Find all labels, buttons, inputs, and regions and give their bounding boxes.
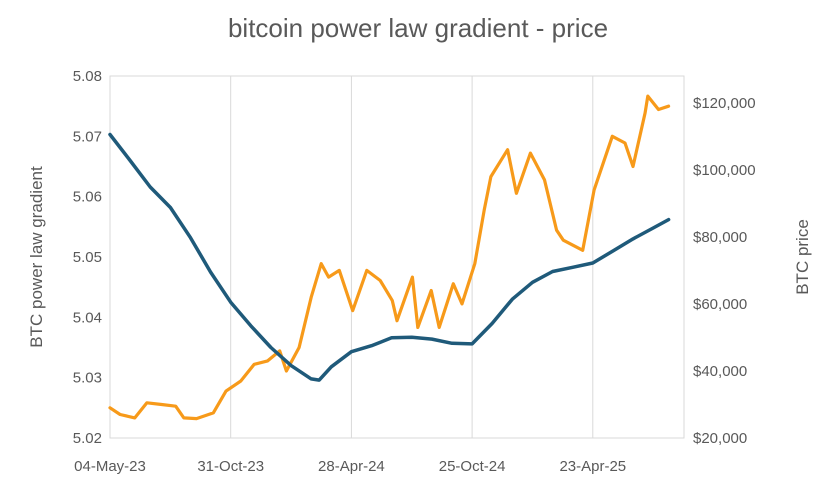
x-tick-label: 23-Apr-25	[559, 458, 626, 475]
y-left-tick-label: 5.08	[73, 68, 102, 85]
right-axis-title: BTC price	[793, 219, 812, 295]
gridlines	[230, 76, 594, 438]
y-left-tick-label: 5.07	[73, 128, 102, 145]
y-right-tick-label: $100,000	[693, 162, 756, 179]
plot-frame	[109, 75, 685, 439]
y-right-tick-label: $40,000	[693, 363, 747, 380]
y-left-tick-label: 5.02	[73, 430, 102, 447]
series-line-gradient	[108, 132, 671, 382]
chart-title: bitcoin power law gradient - price	[228, 13, 608, 43]
y-left-tick-label: 5.04	[73, 309, 102, 326]
left-axis-ticks: 5.02 5.03 5.04 5.05 5.06 5.07 5.08	[73, 68, 102, 447]
x-tick-label: 04-May-23	[74, 458, 146, 475]
y-left-tick-label: 5.05	[73, 249, 102, 266]
series-line-price	[108, 94, 671, 421]
x-axis-ticks: 04-May-23 31-Oct-23 28-Apr-24 25-Oct-24 23-A…	[74, 458, 626, 475]
y-right-tick-label: $80,000	[693, 229, 747, 246]
y-right-tick-label: $60,000	[693, 296, 747, 313]
y-left-tick-label: 5.06	[73, 189, 102, 206]
series	[108, 94, 671, 421]
right-axis-ticks: $20,000 $40,000 $60,000 $80,000 $100,000 $120…	[693, 95, 756, 447]
left-axis-title: BTC power law gradient	[27, 166, 46, 348]
x-tick-label: 25-Oct-24	[439, 458, 506, 475]
x-tick-label: 28-Apr-24	[318, 458, 385, 475]
y-left-tick-label: 5.03	[73, 370, 102, 387]
y-right-tick-label: $120,000	[693, 95, 756, 112]
y-right-tick-label: $20,000	[693, 430, 747, 447]
x-tick-label: 31-Oct-23	[197, 458, 264, 475]
